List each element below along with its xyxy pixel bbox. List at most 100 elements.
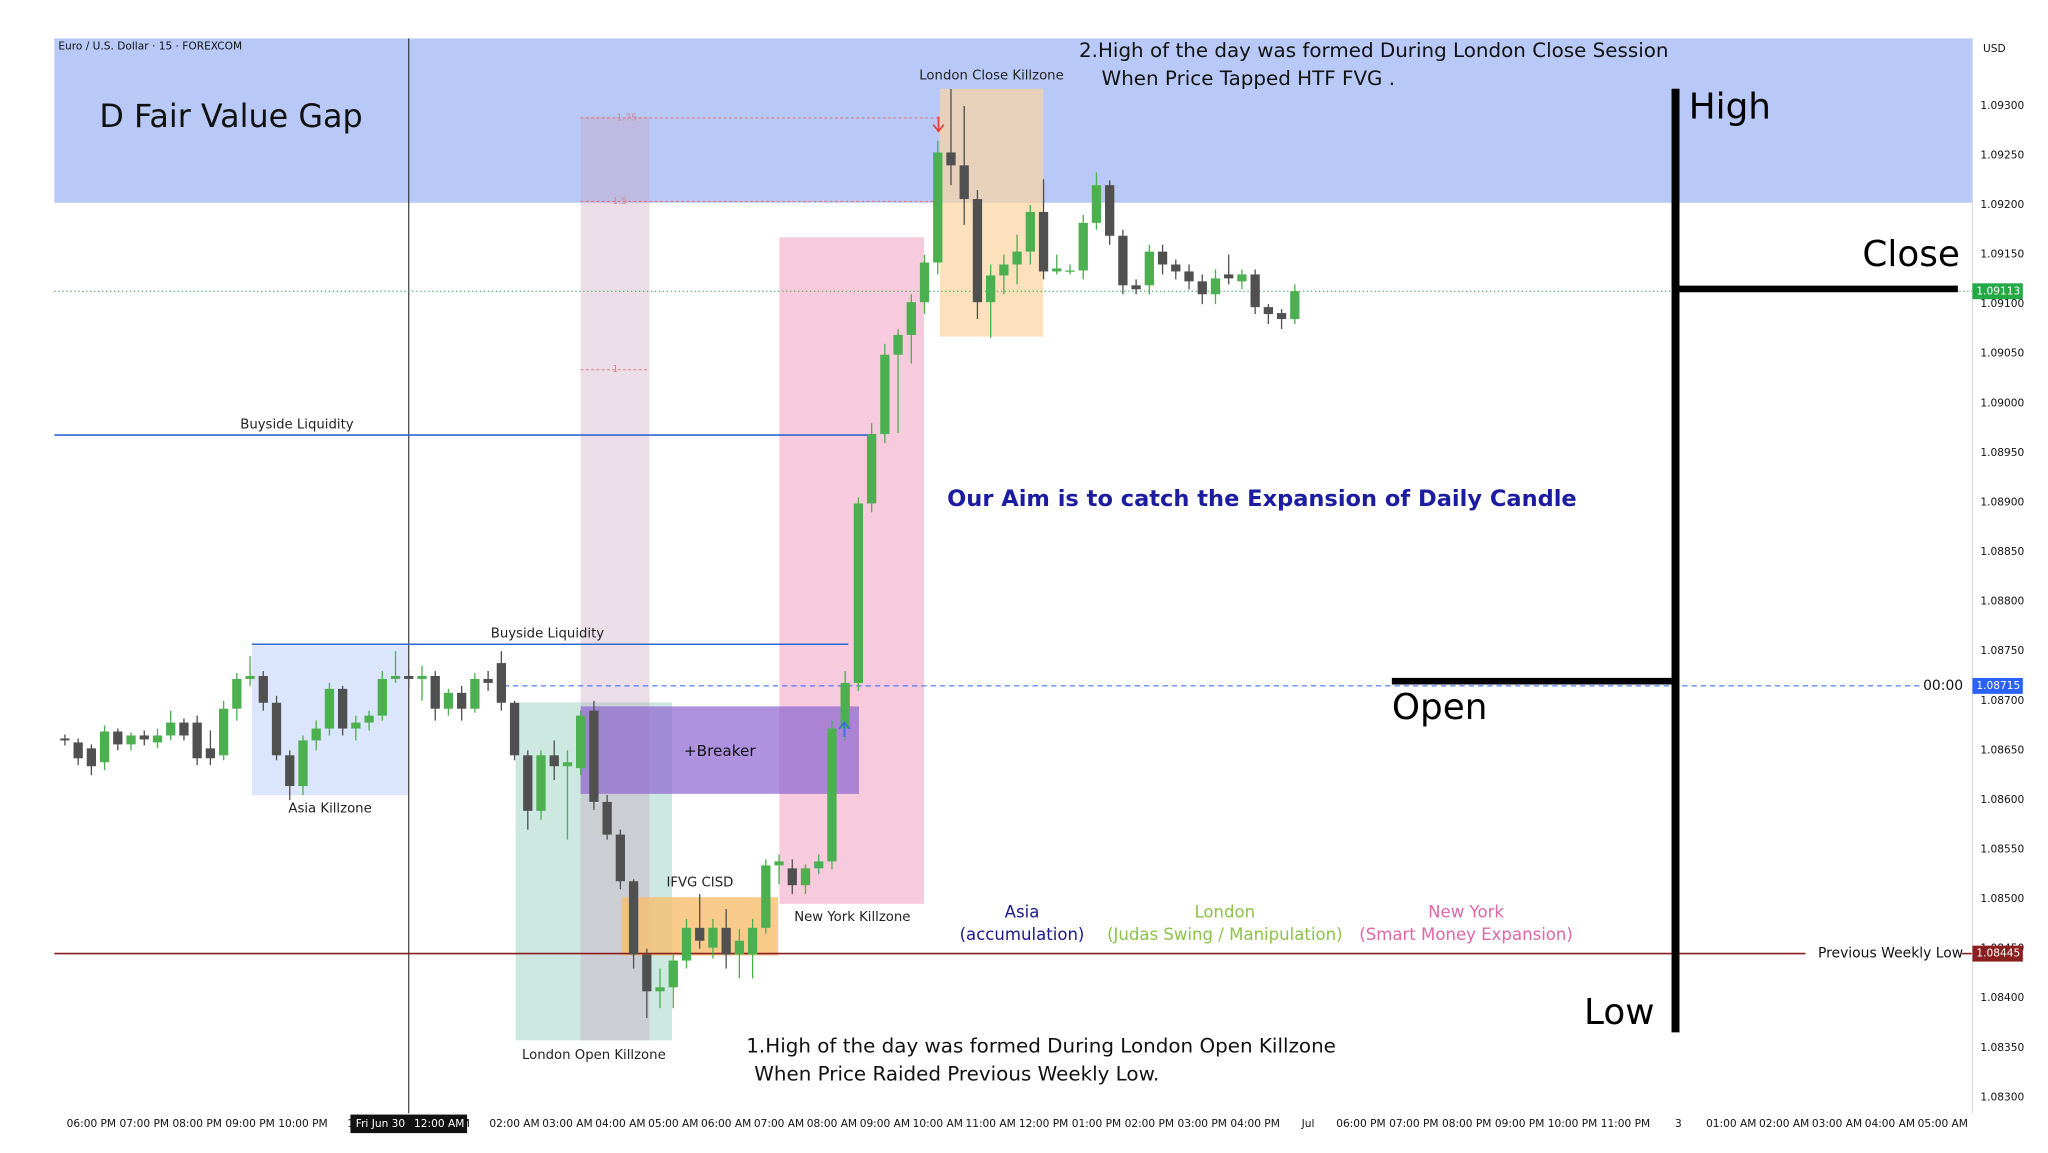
x-tick-label: 10:00 AM xyxy=(913,1118,963,1130)
x-tick-label: 11:00 AM xyxy=(965,1118,1015,1130)
candle-body xyxy=(800,868,811,886)
y-tick-label: 1.08700 xyxy=(1980,695,2024,707)
candle-body xyxy=(232,678,242,709)
candle-body xyxy=(562,762,573,767)
y-tick-label: 1.08900 xyxy=(1980,496,2024,508)
y-tick-label: 1.09300 xyxy=(1980,100,2024,112)
candle-body xyxy=(1237,274,1247,282)
aim-label: Our Aim is to catch the Expansion of Dai… xyxy=(947,486,1577,512)
killzone-label: London Close Killzone xyxy=(919,69,1063,84)
price-label: 1.08445 xyxy=(1976,948,2020,960)
candle-body xyxy=(999,264,1009,276)
fib-label: 1.5 xyxy=(612,196,627,207)
candle-body xyxy=(73,742,83,759)
candle-body xyxy=(271,702,282,756)
candle-body xyxy=(298,740,308,787)
high-label: High xyxy=(1689,87,1771,128)
candle-body xyxy=(1157,251,1168,265)
candle-body xyxy=(576,715,586,769)
price-label-bg xyxy=(1972,283,2023,300)
candle-body xyxy=(814,861,824,869)
candle-body xyxy=(1065,270,1075,272)
y-tick-label: 1.09100 xyxy=(1980,298,2024,310)
candle-body xyxy=(642,954,652,992)
x-tick-label: 01:00 PM xyxy=(1072,1118,1121,1130)
x-tick-label: 09:00 PM xyxy=(225,1118,274,1130)
candle-body xyxy=(364,715,374,723)
candle-body xyxy=(734,940,745,955)
candle-body xyxy=(589,710,599,802)
y-tick-label: 1.09150 xyxy=(1980,249,2024,261)
candle-body xyxy=(615,834,626,882)
plot: Buyside Liquidity Buyside Liquidity xyxy=(54,38,1973,1114)
candle-body xyxy=(1184,271,1194,282)
session-desc: (accumulation) xyxy=(960,925,1085,944)
close-label: Close xyxy=(1862,234,1959,275)
candle-body xyxy=(761,865,771,928)
x-tick-label: 07:00 PM xyxy=(120,1118,169,1130)
y-tick-label: 1.08350 xyxy=(1980,1042,2024,1054)
candle-body xyxy=(218,708,229,756)
candle-body xyxy=(1091,185,1102,223)
down-arrow xyxy=(932,116,945,133)
candle-body xyxy=(338,688,348,729)
fib-label: 1 xyxy=(612,364,618,375)
candle-body xyxy=(1078,222,1088,271)
candle-body xyxy=(1118,235,1128,286)
candle-body xyxy=(285,755,295,787)
x-tick-label: 03:00 AM xyxy=(1812,1118,1862,1130)
killzone-label: Asia Killzone xyxy=(288,801,371,816)
killzone-label: IFVG CISD xyxy=(666,876,733,891)
candle-body xyxy=(1276,313,1287,320)
candle-body xyxy=(986,275,996,303)
crosshair-date: Fri Jun 30 xyxy=(356,1118,406,1130)
currency: USD xyxy=(1983,43,2006,55)
price-line-name: 00:00 xyxy=(1923,678,1963,694)
candle-body xyxy=(827,728,837,862)
candle-body xyxy=(695,927,705,941)
chart-title: Euro / U.S. Dollar · 15 · FOREXCOM xyxy=(58,40,242,52)
session-desc: (Judas Swing / Manipulation) xyxy=(1107,925,1342,944)
crosshair-label-bg xyxy=(350,1114,468,1134)
low-label: Low xyxy=(1584,992,1654,1033)
candle-body xyxy=(60,738,70,741)
candle-body xyxy=(1197,281,1207,295)
x-tick-label: 06:00 AM xyxy=(701,1118,751,1130)
price-line-name: Previous Weekly Low xyxy=(1818,946,1963,962)
y-tick-label: 1.08950 xyxy=(1980,447,2024,459)
candle-body xyxy=(853,503,864,683)
candle-body xyxy=(457,692,467,709)
candle-body xyxy=(1052,268,1062,272)
crosshair-time: 12:00 AM xyxy=(414,1118,464,1130)
y-tick-label: 1.08300 xyxy=(1980,1091,2024,1103)
candle-body xyxy=(747,927,758,955)
breaker-zone xyxy=(580,706,859,794)
y-tick-label: 1.08550 xyxy=(1980,843,2024,855)
candle-body xyxy=(258,675,268,703)
candle-body xyxy=(681,927,692,961)
x-tick-label: 3 xyxy=(1675,1118,1682,1130)
candle-body xyxy=(311,728,321,741)
candle-body xyxy=(1012,251,1022,265)
candle-body xyxy=(1263,307,1274,315)
x-tick-label: 09:00 PM xyxy=(1495,1118,1544,1130)
x-tick-label: 06:00 PM xyxy=(67,1118,116,1130)
price-label: 1.09113 xyxy=(1976,285,2020,297)
x-tick-label: 02:00 PM xyxy=(1125,1118,1174,1130)
candle-body xyxy=(880,354,890,435)
x-tick-label: 10:00 PM xyxy=(278,1118,327,1130)
candle-body xyxy=(1038,211,1049,272)
candle-body xyxy=(179,722,189,736)
candle-body xyxy=(113,731,123,745)
x-tick-label: 03:00 PM xyxy=(1178,1118,1227,1130)
candle-body xyxy=(708,927,718,948)
price-label-bg xyxy=(1972,677,2023,694)
x-tick-label: 02:00 AM xyxy=(489,1118,539,1130)
candle-body xyxy=(1131,285,1141,290)
x-tick-label: 10:00 PM xyxy=(1548,1118,1597,1130)
candle-body xyxy=(1250,274,1260,308)
candle-body xyxy=(509,702,520,756)
x-tick-label: 05:00 AM xyxy=(1918,1118,1968,1130)
candle-body xyxy=(1144,251,1154,286)
